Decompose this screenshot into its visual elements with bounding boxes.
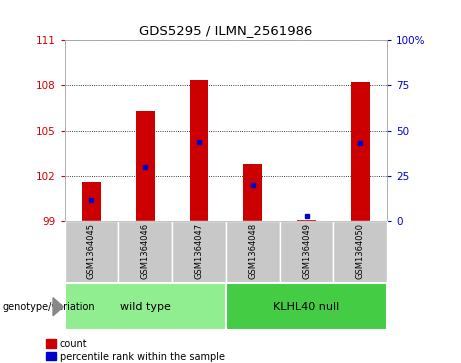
Text: genotype/variation: genotype/variation bbox=[2, 302, 95, 312]
Bar bbox=[136, 111, 154, 221]
Legend: count, percentile rank within the sample: count, percentile rank within the sample bbox=[47, 339, 225, 362]
Bar bbox=[172, 221, 226, 283]
Title: GDS5295 / ILMN_2561986: GDS5295 / ILMN_2561986 bbox=[139, 24, 313, 37]
Text: GSM1364050: GSM1364050 bbox=[356, 223, 365, 279]
Bar bbox=[118, 221, 172, 283]
Text: GSM1364046: GSM1364046 bbox=[141, 223, 150, 280]
Text: wild type: wild type bbox=[120, 302, 171, 312]
Bar bbox=[280, 221, 333, 283]
Text: KLHL40 null: KLHL40 null bbox=[273, 302, 340, 312]
Text: GSM1364049: GSM1364049 bbox=[302, 223, 311, 279]
Bar bbox=[351, 82, 370, 221]
Bar bbox=[65, 221, 118, 283]
Bar bbox=[333, 221, 387, 283]
Bar bbox=[243, 164, 262, 221]
Bar bbox=[189, 80, 208, 221]
Bar bbox=[297, 220, 316, 221]
Bar bbox=[226, 283, 387, 330]
Text: GSM1364048: GSM1364048 bbox=[248, 223, 257, 280]
Bar bbox=[226, 221, 280, 283]
Bar bbox=[82, 182, 101, 221]
Bar bbox=[65, 283, 226, 330]
Text: GSM1364045: GSM1364045 bbox=[87, 223, 96, 279]
Text: GSM1364047: GSM1364047 bbox=[195, 223, 203, 280]
